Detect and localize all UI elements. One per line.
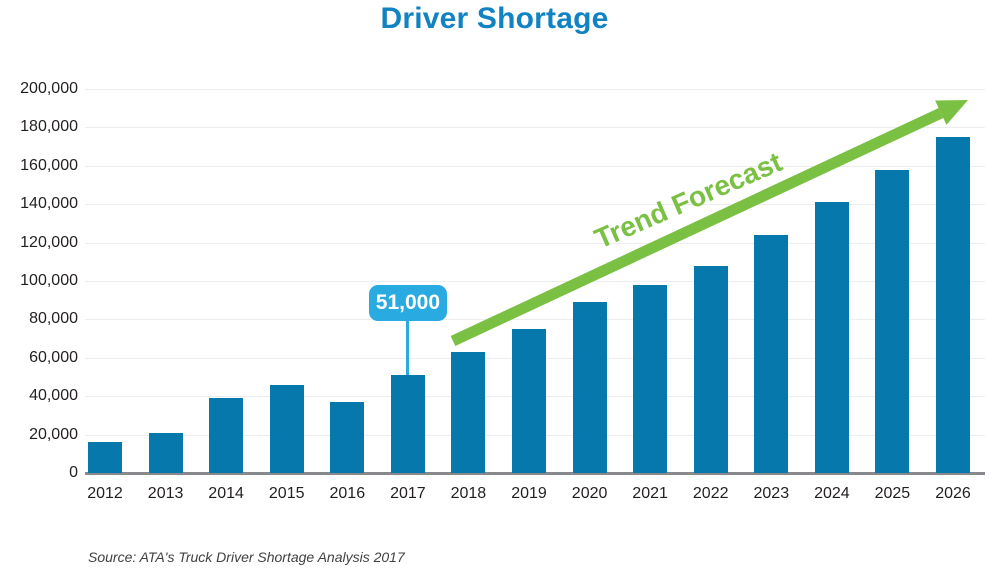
y-tick-label-100,000: 100,000 bbox=[20, 272, 78, 289]
x-tick-label-2024: 2024 bbox=[814, 485, 850, 502]
x-tick-label-2021: 2021 bbox=[632, 485, 668, 502]
x-tick-label-2016: 2016 bbox=[329, 485, 366, 502]
x-tick-label-2018: 2018 bbox=[450, 485, 487, 502]
bar-2017 bbox=[390, 375, 425, 473]
gridline-120,000 bbox=[85, 242, 985, 244]
y-tick-label-180,000: 180,000 bbox=[20, 118, 78, 136]
y-tick-label-160,000: 160,000 bbox=[20, 156, 78, 174]
bar-2015 bbox=[269, 384, 304, 473]
bar-2026 bbox=[936, 137, 970, 473]
gridline-160,000 bbox=[85, 165, 985, 167]
trend-arrow-head-icon bbox=[935, 100, 968, 125]
bar-2018 bbox=[451, 352, 486, 473]
x-tick-label-2015: 2015 bbox=[268, 485, 305, 502]
y-tick-label-0: 0 bbox=[69, 464, 78, 481]
gridline-180,000 bbox=[85, 127, 985, 129]
y-tick-label-60,000: 60,000 bbox=[29, 348, 78, 366]
bar-2024 bbox=[814, 202, 849, 473]
gridline-80,000 bbox=[85, 319, 985, 321]
bar-2016 bbox=[330, 402, 365, 473]
bar-2025 bbox=[875, 169, 910, 473]
x-tick-label-2023: 2023 bbox=[753, 485, 790, 502]
x-tick-label-2020: 2020 bbox=[571, 485, 608, 502]
callout-stem bbox=[406, 320, 410, 376]
y-tick-label-80,000: 80,000 bbox=[29, 310, 78, 328]
y-tick-label-40,000: 40,000 bbox=[29, 387, 78, 405]
gridline-140,000 bbox=[85, 204, 985, 206]
x-tick-label-2025: 2025 bbox=[874, 485, 911, 502]
bar-2019 bbox=[512, 329, 546, 473]
data-callout-51000: 51,000 bbox=[368, 285, 447, 321]
bar-2022 bbox=[693, 265, 728, 473]
chart-title: Driver Shortage bbox=[380, 2, 609, 35]
x-axis-line bbox=[85, 472, 985, 475]
x-tick-label-2012: 2012 bbox=[87, 485, 123, 502]
x-tick-label-2026: 2026 bbox=[935, 485, 971, 502]
gridline-200,000 bbox=[85, 89, 985, 90]
bar-2021 bbox=[633, 284, 668, 473]
x-tick-label-2013: 2013 bbox=[147, 485, 184, 502]
y-tick-label-20,000: 20,000 bbox=[29, 425, 78, 443]
y-tick-label-200,000: 200,000 bbox=[20, 80, 78, 97]
source-note: Source: ATA's Truck Driver Shortage Anal… bbox=[88, 549, 405, 565]
gridline-100,000 bbox=[85, 281, 985, 282]
bar-2020 bbox=[572, 302, 607, 473]
bar-2014 bbox=[209, 398, 244, 473]
x-tick-label-2019: 2019 bbox=[511, 485, 547, 502]
bar-2012 bbox=[88, 442, 122, 473]
x-tick-label-2022: 2022 bbox=[692, 485, 729, 502]
y-tick-label-140,000: 140,000 bbox=[20, 195, 78, 213]
y-tick-label-120,000: 120,000 bbox=[20, 233, 78, 251]
x-tick-label-2017: 2017 bbox=[390, 485, 426, 502]
bar-2013 bbox=[148, 432, 183, 473]
x-tick-label-2014: 2014 bbox=[208, 485, 244, 502]
bar-2023 bbox=[754, 234, 789, 473]
